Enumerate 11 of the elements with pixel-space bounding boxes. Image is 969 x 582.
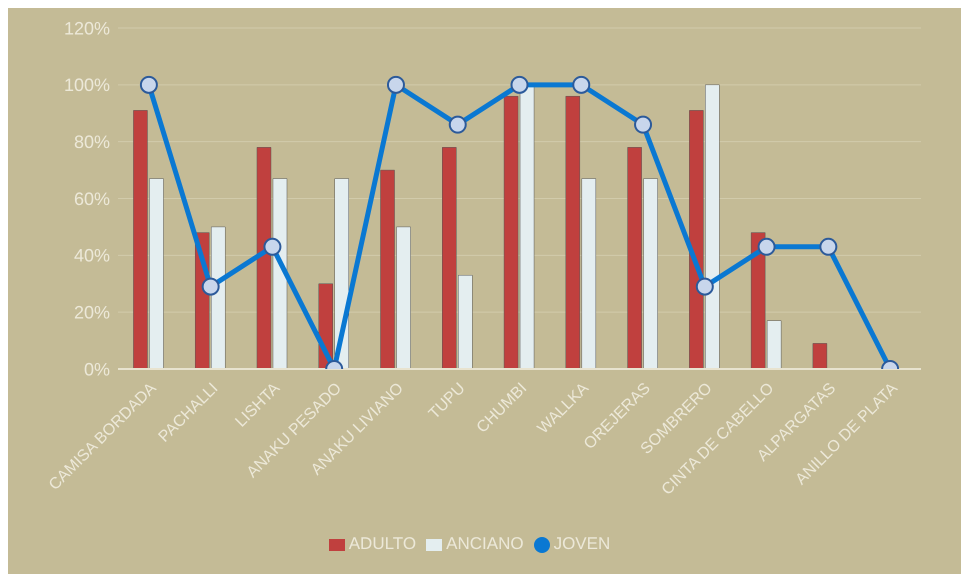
y-tick-label: 40% [74,246,110,266]
bar [812,343,828,369]
y-tick-label: 80% [74,132,110,152]
y-tick-label: 120% [64,18,110,38]
y-tick-label: 60% [74,188,110,209]
legend-label: JOVEN [554,534,610,553]
y-tick-label: 100% [64,75,110,96]
y-tick-label: 20% [74,302,110,323]
legend-label: ADULTO [348,534,416,553]
y-tick-label: 0% [84,359,110,380]
legend-label: ANCIANO [446,534,524,553]
